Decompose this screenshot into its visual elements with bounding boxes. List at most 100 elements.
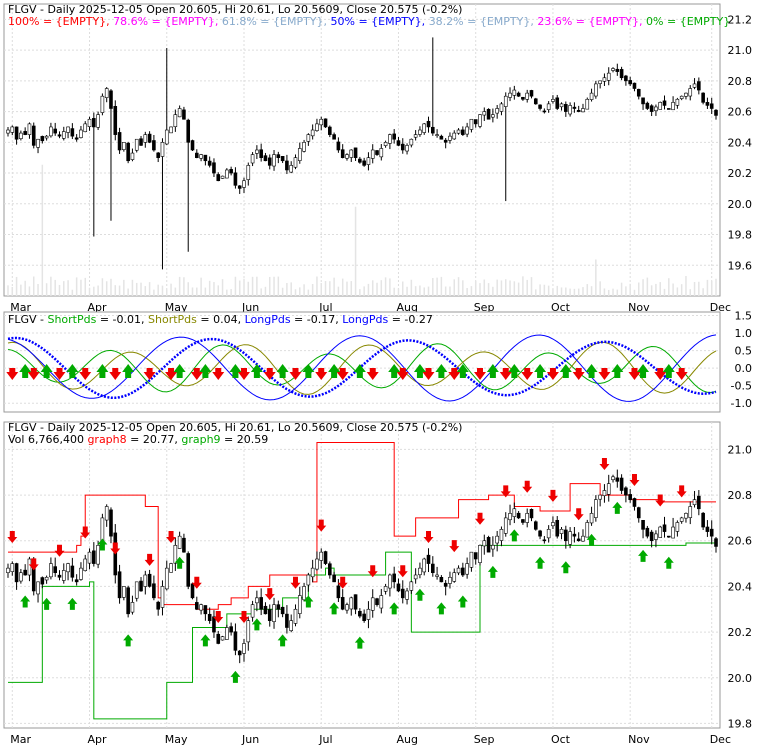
y-tick-6: 20.0 — [728, 198, 753, 211]
candle-body-51 — [225, 169, 229, 179]
fib-6: 0% = {EMPTY} — [646, 15, 730, 28]
down-arrow-0 — [7, 531, 18, 544]
candle-body-142 — [615, 68, 620, 72]
x-tick-7: Oct — [551, 733, 571, 745]
osc-up-arrow-12 — [353, 364, 366, 378]
candle-body-78 — [340, 149, 345, 158]
candle-body-146 — [632, 498, 637, 507]
candle-body-41 — [182, 537, 186, 553]
candle-body-92 — [400, 588, 405, 599]
candle-body-12 — [57, 574, 62, 578]
price-grid — [4, 4, 720, 296]
candle-body-94 — [409, 138, 414, 146]
candle-body-140 — [606, 72, 611, 81]
y-tick-6: 19.8 — [728, 717, 753, 730]
y-tick-5: 20.0 — [728, 672, 753, 685]
candle-body-17 — [79, 129, 83, 138]
fibonacci-legend: 100% = {EMPTY}, 78.6% = {EMPTY}, 61.8% =… — [8, 15, 730, 28]
candle-body-47 — [207, 160, 212, 166]
candle-body-78 — [340, 597, 345, 610]
down-arrow-16 — [423, 531, 434, 544]
candle-body-103 — [448, 576, 452, 584]
candle-body-59 — [259, 149, 263, 158]
candle-body-86 — [375, 150, 379, 155]
candle-body-147 — [636, 507, 641, 519]
candle-body-122 — [529, 508, 534, 519]
osc-up-arrow-3 — [96, 364, 109, 378]
candle-body-89 — [388, 134, 392, 144]
candle-body-138 — [598, 80, 602, 84]
up-arrow-11 — [329, 602, 340, 615]
candle-body-43 — [190, 140, 195, 151]
osc-down-arrow-0 — [6, 368, 19, 380]
up-arrow-17 — [487, 565, 498, 578]
candle-body-58 — [255, 597, 259, 604]
osc-up-arrow-14 — [413, 364, 426, 378]
osc-title-part-5: LongPds — [245, 313, 291, 326]
candle-body-49 — [216, 633, 221, 644]
candle-body-5 — [27, 558, 32, 576]
candle-body-128 — [555, 519, 560, 537]
candle-body-117 — [508, 92, 512, 98]
candle-body-82 — [358, 610, 362, 617]
osc-up-arrow-21 — [585, 364, 598, 378]
candle-body-119 — [516, 92, 521, 97]
x-tick-2: May — [165, 733, 188, 745]
candle-body-68 — [297, 148, 302, 161]
candle-body-60 — [263, 605, 268, 615]
candle-body-66 — [289, 165, 294, 173]
osc-down-arrow-3 — [79, 368, 92, 380]
candle-body-163 — [705, 102, 710, 106]
candle-body-155 — [671, 526, 675, 539]
candle-body-1 — [10, 126, 15, 133]
candle-body-85 — [370, 149, 375, 159]
candle-body-9 — [44, 576, 49, 581]
candle-body-139 — [602, 490, 607, 497]
candle-body-29 — [130, 602, 135, 613]
candle-body-27 — [122, 586, 126, 598]
candle-body-131 — [568, 531, 572, 545]
candle-body-164 — [709, 528, 714, 537]
osc-title-part-1: ShortPds — [47, 313, 96, 326]
candle-body-109 — [473, 119, 478, 125]
candle-body-106 — [461, 567, 465, 576]
x-tick-3: Jun — [241, 301, 259, 314]
candle-body-35 — [156, 601, 160, 610]
candle-body-36 — [160, 142, 165, 157]
candle-body-96 — [418, 567, 422, 576]
candle-body-17 — [79, 567, 83, 580]
candle-body-153 — [662, 100, 667, 106]
candle-body-144 — [624, 75, 628, 82]
candle-body-146 — [632, 82, 637, 89]
x-tick-8: Nov — [628, 733, 650, 745]
candle-body-141 — [611, 476, 615, 481]
candle-body-75 — [328, 126, 332, 135]
candle-body-55 — [242, 180, 246, 188]
candle-body-84 — [366, 608, 371, 620]
candle-body-97 — [422, 123, 427, 133]
candle-body-151 — [654, 106, 658, 112]
candle-body-145 — [628, 494, 632, 500]
osc-down-arrow-6 — [165, 368, 178, 380]
candle-body-112 — [486, 108, 491, 120]
candle-body-94 — [409, 581, 414, 591]
osc-up-arrow-18 — [508, 364, 521, 378]
osc-down-arrow-18 — [474, 368, 486, 380]
osc-down-arrow-24 — [628, 368, 641, 380]
candle-body-69 — [302, 586, 306, 601]
candle-body-76 — [332, 134, 336, 140]
oscillator-panel-frame — [3, 311, 721, 413]
candle-body-119 — [516, 512, 521, 519]
candle-body-123 — [533, 521, 538, 530]
candle-body-97 — [422, 558, 427, 573]
candle-body-154 — [666, 535, 671, 538]
candle-body-39 — [173, 114, 178, 128]
candle-body-155 — [671, 102, 675, 111]
osc-title-part-4: = 0.04, — [197, 313, 245, 326]
candle-body-12 — [57, 134, 62, 137]
candle-body-106 — [461, 129, 465, 135]
stops-legend-part-0: Vol 6,766,400 — [8, 433, 87, 446]
x-tick-3: Jun — [241, 733, 259, 745]
x-tick-7: Oct — [551, 301, 571, 314]
